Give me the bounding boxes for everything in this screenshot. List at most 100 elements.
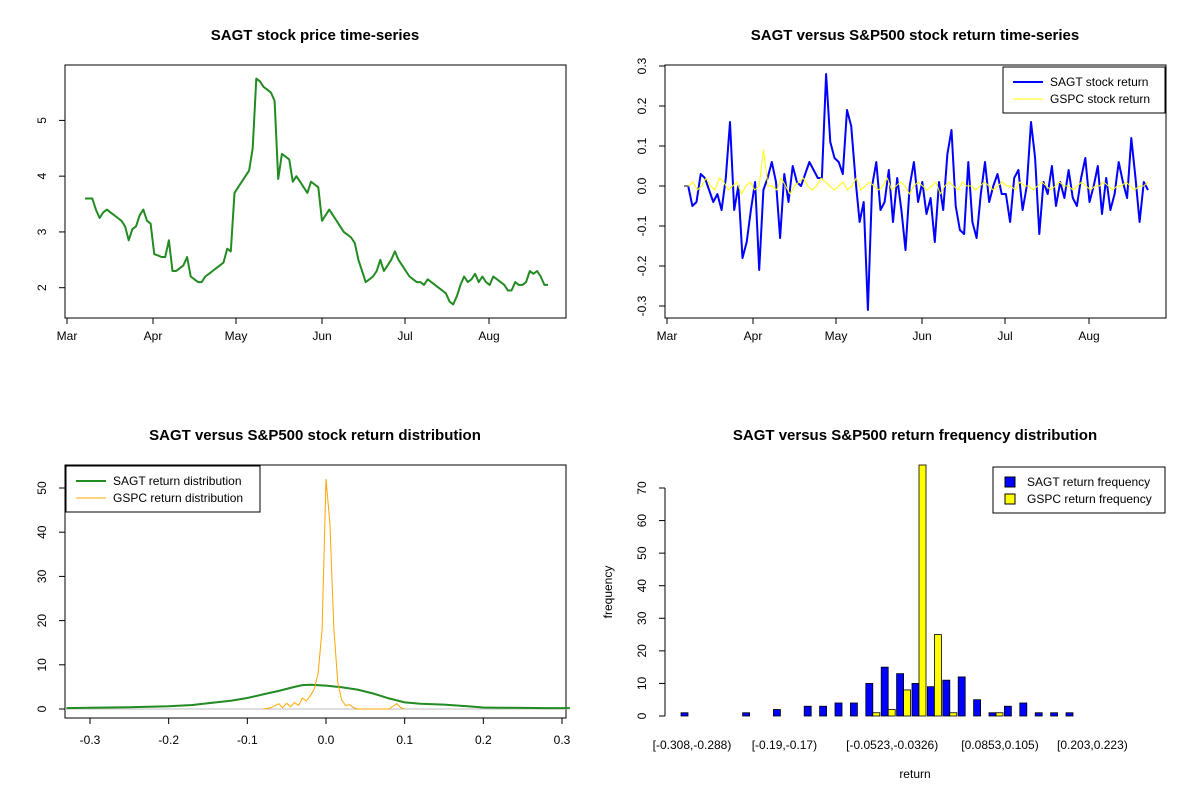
panel4-bar-gspc bbox=[872, 712, 881, 717]
panel2-x-tick-label: May bbox=[825, 329, 848, 343]
panel4-x-tick-label: [-0.308,-0.288) bbox=[653, 738, 732, 752]
panel4-bar-sagt bbox=[1019, 702, 1028, 717]
panel4-bar-gspc bbox=[995, 712, 1004, 717]
panel2-legend-label: GSPC stock return bbox=[1050, 92, 1150, 106]
panel1-y-tick-label: 4 bbox=[35, 173, 49, 180]
panel1-title: SAGT stock price time-series bbox=[211, 27, 419, 44]
panel2-y-tick-label: 0.0 bbox=[635, 177, 649, 194]
panel2-y-tick-label: -0.2 bbox=[635, 255, 649, 276]
panel4-y-tick-label: 0 bbox=[635, 712, 649, 719]
panel4-bar-gspc bbox=[887, 709, 896, 717]
panel4-bar-sagt bbox=[1050, 712, 1058, 717]
panel4-y-tick-label: 70 bbox=[635, 481, 649, 495]
panel4-bar-sagt bbox=[850, 702, 858, 717]
panel3-y-tick-label: 20 bbox=[35, 614, 49, 628]
panel3-y-tick-label: 30 bbox=[35, 569, 49, 583]
panel3-series-sagt bbox=[66, 683, 570, 710]
panel4-y-tick-label: 10 bbox=[635, 676, 649, 690]
panel4-legend-swatch bbox=[1004, 493, 1016, 505]
panel4-bar-sagt bbox=[773, 709, 781, 717]
panel4-bar-sagt bbox=[1004, 705, 1012, 717]
panel1-y-tick-label: 5 bbox=[35, 117, 49, 124]
panel2-y-tick-label: 0.1 bbox=[635, 137, 649, 154]
panel4-bar-sagt bbox=[680, 712, 689, 717]
panel4-legend-box bbox=[992, 466, 1166, 514]
panel2-y-tick-label: 0.3 bbox=[635, 57, 649, 74]
panel1-x-tick-label: Aug bbox=[478, 329, 499, 343]
panel4-bar-sagt bbox=[957, 676, 966, 717]
panel3-y-tick-label: 10 bbox=[35, 658, 49, 672]
panel4-y-axis-label: frequency bbox=[601, 566, 615, 619]
panel3-series-gspc bbox=[263, 478, 405, 710]
panel4-y-tick-label: 50 bbox=[635, 546, 649, 560]
panel4-x-tick-label: [-0.19,-0.17) bbox=[752, 738, 817, 752]
panel4-y-tick-label: 20 bbox=[635, 644, 649, 658]
panel4-y-tick-label: 30 bbox=[635, 611, 649, 625]
panel3-x-tick-label: 0.3 bbox=[554, 733, 571, 747]
panel4-bar-sagt bbox=[865, 683, 874, 717]
panel2-series-sagt bbox=[684, 73, 1149, 311]
panel1-x-tick-label: Mar bbox=[57, 329, 78, 343]
panel1-x-tick-label: Apr bbox=[144, 329, 163, 343]
panel3-frame bbox=[64, 464, 567, 719]
panel1-y-tick-label: 2 bbox=[35, 284, 49, 291]
panel4-legend-label: GSPC return frequency bbox=[1027, 492, 1152, 506]
panel3-x-tick-label: -0.2 bbox=[158, 733, 179, 747]
panel1-price-line bbox=[85, 77, 548, 306]
panel2-y-tick-label: -0.3 bbox=[635, 295, 649, 316]
panel3-legend-label: SAGT return distribution bbox=[113, 474, 242, 488]
panel4-x-tick-label: [-0.0523,-0.0326) bbox=[846, 738, 938, 752]
panel4-legend-swatch bbox=[1004, 476, 1016, 488]
panel2-legend-box bbox=[1002, 66, 1166, 114]
panel4-y-tick-label: 40 bbox=[635, 579, 649, 593]
panel2-x-tick-label: Apr bbox=[744, 329, 763, 343]
panel4-bar-gspc bbox=[903, 689, 911, 717]
panel3-y-tick-label: 50 bbox=[35, 481, 49, 495]
panel3-x-tick-label: 0.0 bbox=[318, 733, 335, 747]
panel4-bar-sagt bbox=[1034, 712, 1043, 717]
panel2-x-tick-label: Mar bbox=[657, 329, 678, 343]
panel4-bar-sagt bbox=[834, 702, 843, 717]
panel4-bar-sagt bbox=[911, 683, 920, 717]
panel2-x-tick-label: Aug bbox=[1078, 329, 1099, 343]
panel3-title: SAGT versus S&P500 stock return distribu… bbox=[149, 427, 481, 444]
panel4-bar-sagt bbox=[988, 712, 997, 717]
panel3-y-tick-label: 40 bbox=[35, 525, 49, 539]
panel3-y-tick-label: 0 bbox=[35, 705, 49, 712]
panel2-y-tick-label: -0.1 bbox=[635, 215, 649, 236]
panel4-bar-sagt bbox=[896, 673, 904, 717]
panel4-x-axis-label: return bbox=[899, 767, 930, 781]
panel2-legend-label: SAGT stock return bbox=[1050, 75, 1148, 89]
panel4-bar-gspc bbox=[934, 634, 942, 717]
panel1-x-tick-label: May bbox=[225, 329, 248, 343]
panel2-x-tick-label: Jul bbox=[997, 329, 1012, 343]
panel3-legend-box bbox=[65, 465, 261, 513]
panel4-bar-gspc bbox=[949, 712, 958, 717]
panel4-bar-sagt bbox=[942, 679, 951, 717]
panel2-title: SAGT versus S&P500 stock return time-ser… bbox=[751, 27, 1079, 44]
panel4-legend-label: SAGT return frequency bbox=[1027, 475, 1150, 489]
panel4-bar-sagt bbox=[819, 705, 827, 717]
panel4-bar-sagt bbox=[1065, 712, 1074, 717]
panel2-y-tick-label: 0.2 bbox=[635, 97, 649, 114]
panel2-x-tick-label: Jun bbox=[912, 329, 931, 343]
panel2-frame bbox=[664, 64, 1167, 319]
panel4-bar-sagt bbox=[880, 666, 889, 717]
panel4-y-tick-label: 60 bbox=[635, 514, 649, 528]
panel3-x-tick-label: 0.2 bbox=[475, 733, 492, 747]
panel3-x-tick-label: 0.1 bbox=[396, 733, 413, 747]
panel4-bar-sagt bbox=[927, 686, 935, 717]
panel2-series-gspc bbox=[684, 149, 1149, 195]
panel3-x-tick-label: -0.3 bbox=[80, 733, 101, 747]
panel4-x-tick-label: [0.0853,0.105) bbox=[961, 738, 1038, 752]
panel3-x-tick-label: -0.1 bbox=[237, 733, 258, 747]
panel1-x-tick-label: Jul bbox=[397, 329, 412, 343]
panel1-y-tick-label: 3 bbox=[35, 228, 49, 235]
panel4-bar-sagt bbox=[803, 705, 812, 717]
panel3-legend-label: GSPC return distribution bbox=[113, 491, 243, 505]
panel4-bar-sagt bbox=[742, 712, 750, 717]
panel1-x-tick-label: Jun bbox=[312, 329, 331, 343]
panel1-frame bbox=[64, 64, 567, 319]
panel4-bar-gspc bbox=[918, 464, 927, 717]
